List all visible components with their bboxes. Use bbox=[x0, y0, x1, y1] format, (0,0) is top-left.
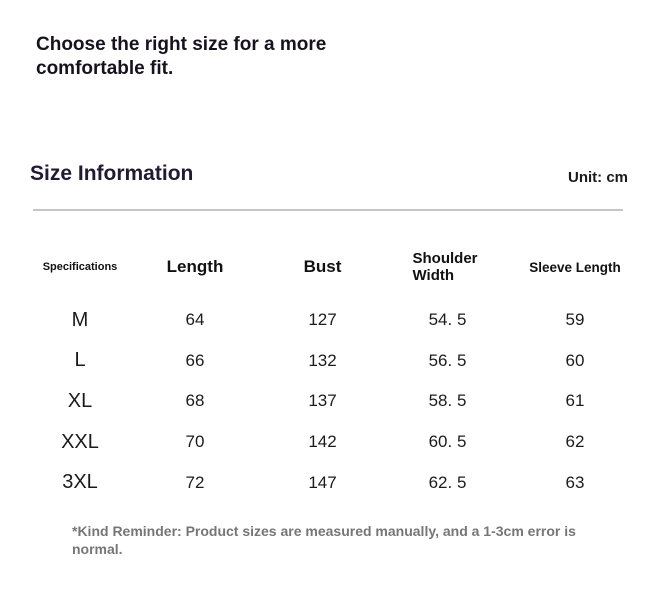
sleeve-length-cell: 59 bbox=[565, 310, 585, 330]
unit-label: Unit: cm bbox=[568, 169, 628, 186]
size-cell: XXL bbox=[61, 430, 99, 453]
size-cell: L bbox=[74, 349, 86, 372]
length-cell: 70 bbox=[185, 432, 205, 452]
section-title: Size Information bbox=[30, 162, 194, 185]
size-cell: XL bbox=[67, 389, 93, 412]
shoulder-width-cell: 56. 5 bbox=[428, 350, 467, 370]
header-cell-shoulder-width-label: Shoulder Width bbox=[412, 250, 478, 284]
section-header: Size Information Unit: cm bbox=[30, 160, 628, 188]
shoulder-width-cell: 62. 5 bbox=[428, 472, 467, 492]
section-divider bbox=[33, 209, 623, 211]
bust-cell: 127 bbox=[308, 310, 337, 330]
kind-reminder-note: *Kind Reminder: Product sizes are measur… bbox=[72, 523, 576, 557]
intro-heading: Choose the right size for a more comfort… bbox=[36, 34, 327, 79]
header-cell-length: Length bbox=[166, 257, 224, 276]
table-row-3xl: 3XL 72 147 62. 5 63 bbox=[30, 462, 640, 503]
bust-cell: 132 bbox=[308, 350, 337, 370]
length-cell: 64 bbox=[185, 310, 205, 330]
sleeve-length-cell: 61 bbox=[565, 391, 585, 411]
size-table: Specifications Length Bust Shoulder Widt… bbox=[30, 241, 640, 503]
header-cell-specifications: Specifications bbox=[42, 261, 118, 273]
table-row-xxl: XXL 70 142 60. 5 62 bbox=[30, 422, 640, 463]
header-cell-sleeve-length: Sleeve Length bbox=[529, 259, 621, 275]
shoulder-width-cell: 58. 5 bbox=[428, 391, 467, 411]
table-row-l: L 66 132 56. 5 60 bbox=[30, 341, 640, 382]
table-row-m: M 64 127 54. 5 59 bbox=[30, 300, 640, 341]
header-cell-shoulder-width: Shoulder Width bbox=[413, 250, 483, 284]
table-header-row: Specifications Length Bust Shoulder Widt… bbox=[30, 241, 640, 293]
shoulder-width-cell: 60. 5 bbox=[428, 432, 467, 452]
sleeve-length-cell: 63 bbox=[565, 472, 585, 492]
size-cell: M bbox=[71, 308, 89, 331]
length-cell: 72 bbox=[185, 472, 205, 492]
table-row-xl: XL 68 137 58. 5 61 bbox=[30, 381, 640, 422]
shoulder-width-cell: 54. 5 bbox=[428, 310, 467, 330]
size-cell: 3XL bbox=[62, 471, 98, 494]
length-cell: 68 bbox=[185, 391, 205, 411]
sleeve-length-cell: 60 bbox=[565, 350, 585, 370]
sleeve-length-cell: 62 bbox=[565, 432, 585, 452]
bust-cell: 142 bbox=[308, 432, 337, 452]
bust-cell: 137 bbox=[308, 391, 337, 411]
bust-cell: 147 bbox=[308, 472, 337, 492]
length-cell: 66 bbox=[185, 350, 205, 370]
header-cell-bust: Bust bbox=[303, 257, 342, 276]
